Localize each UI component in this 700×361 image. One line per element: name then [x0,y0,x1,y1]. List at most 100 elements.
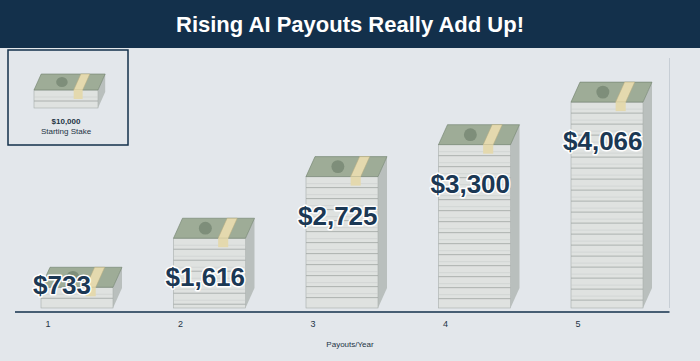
bill-line [571,186,643,187]
bundle-line [174,304,246,305]
bundle-line [306,275,378,276]
title: Rising AI Payouts Really Add Up! [176,12,524,37]
bundle-line [306,253,378,254]
paper-band-front [218,238,228,247]
bill-line [571,120,643,121]
bundle-line [571,267,643,268]
bundle-line [306,242,378,243]
bundle-line [439,199,511,200]
money-stack [439,125,520,308]
bundle-line [439,276,511,277]
paper-band-front [351,177,361,186]
bundle-line [571,289,643,290]
bundle-line [439,254,511,255]
bill-line [439,217,511,218]
stack-side [378,157,387,308]
bill-line [306,271,378,272]
bundle-line [439,155,511,156]
bundle-line [571,157,643,158]
bundle-line [439,287,511,288]
paper-band [616,82,635,102]
bill-line [571,252,643,253]
chart-canvas: Rising AI Payouts Really Add Up!$10,000S… [0,0,700,361]
bundle-line [34,101,98,102]
bill-portrait [56,77,68,87]
stack-top [306,157,387,177]
money-stack [306,157,387,308]
bundle-line [571,300,643,301]
bundle-line [306,187,378,188]
bundle-line [439,243,511,244]
bundle-line [439,221,511,222]
bill-line [571,296,643,297]
background [0,0,700,361]
bill-line [571,285,643,286]
bill-line [439,283,511,284]
bundle-line [174,260,246,261]
x-tick-label: 3 [310,319,315,329]
starting-stake-caption: Starting Stake [41,127,92,136]
x-axis-label: Payouts/Year [326,340,374,349]
bundle-line [174,249,246,250]
bill-line [174,256,246,257]
bill-line [439,294,511,295]
bill-portrait [464,128,477,141]
bundle-line [439,210,511,211]
bars [41,82,652,308]
bill-line [306,183,378,184]
bill-line [174,300,246,301]
paper-band-front [483,145,493,154]
bill-line [439,228,511,229]
bundle-line [439,298,511,299]
x-tick-label: 2 [178,319,183,329]
bill-line [306,293,378,294]
paper-band [74,74,90,90]
bundle-line [571,212,643,213]
bill-portrait [331,160,344,173]
bundle-line [571,201,643,202]
bill-line [439,250,511,251]
bill-portrait [199,222,212,235]
bill-line [571,219,643,220]
bill-line [306,260,378,261]
stack-top [439,125,520,145]
bundle-line [571,168,643,169]
bill-portrait [596,86,609,99]
bundle-line [306,198,378,199]
bill-line [439,239,511,240]
bill-line [306,194,378,195]
paper-band-front [616,102,626,111]
bundle-line [306,264,378,265]
x-axis-line [15,311,670,313]
bill-line [439,151,511,152]
stack-front [34,90,98,108]
title-bar [0,0,700,48]
bundle-line [306,231,378,232]
bill-line [571,197,643,198]
bundle-line [571,179,643,180]
bundle-line [174,293,246,294]
bill-line [439,162,511,163]
starting-stake-box [8,50,128,145]
bundle-line [571,113,643,114]
bill-line [571,274,643,275]
bundle-line [571,245,643,246]
bill-line [174,245,246,246]
data-label: $1,616 [166,262,246,292]
bill-line [571,208,643,209]
bundle-line [571,124,643,125]
x-tick-label: 5 [575,319,580,329]
bill-line [571,175,643,176]
money-stack [571,82,652,308]
bill-line [571,263,643,264]
stack-side [511,125,520,308]
data-label: $2,725 [298,201,378,231]
bill-line [439,272,511,273]
paper-band-front [74,90,83,99]
stack-front [306,177,378,308]
stack-top [571,82,652,102]
paper-band [351,157,370,177]
bill-line [571,230,643,231]
x-tick-label: 4 [443,319,448,329]
bill-line [306,282,378,283]
